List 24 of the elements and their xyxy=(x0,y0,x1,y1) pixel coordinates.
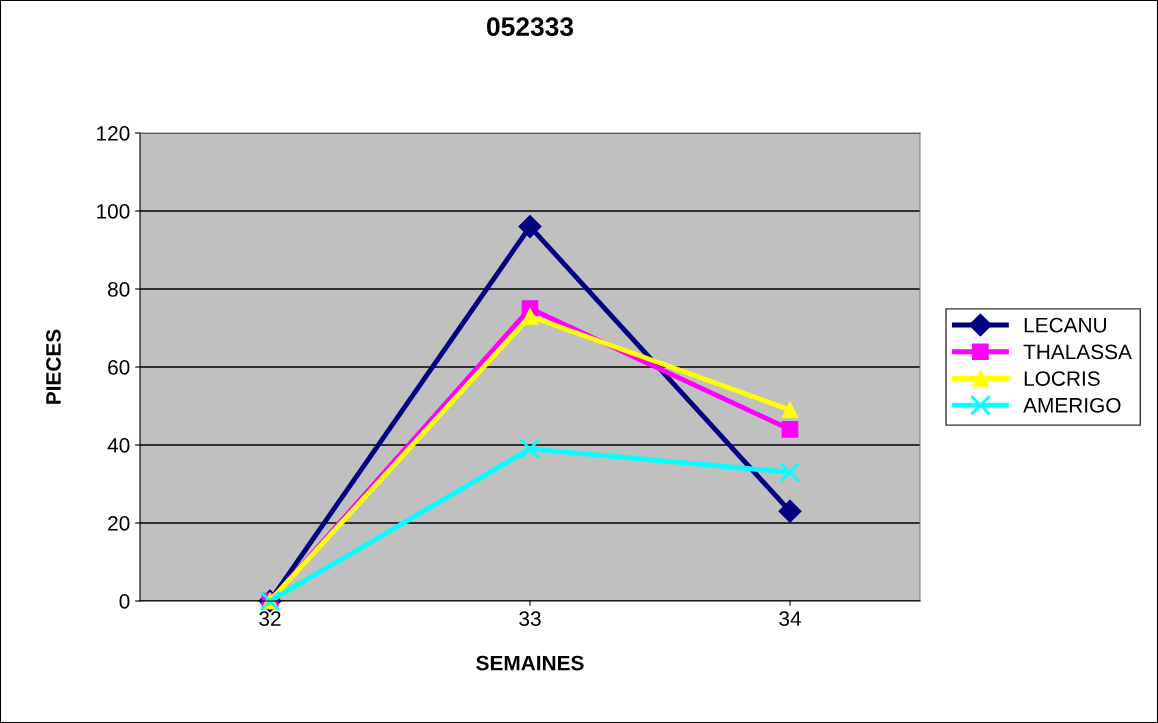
x-axis-title: SEMAINES xyxy=(476,655,584,671)
y-tick-label: 80 xyxy=(108,282,130,297)
x-tick-label: 32 xyxy=(259,611,281,627)
point xyxy=(519,438,541,460)
x-tick-label: 33 xyxy=(519,611,541,627)
y-axis-title: PIECES xyxy=(46,329,61,404)
y-tick-label: 40 xyxy=(107,438,130,453)
point xyxy=(778,499,802,523)
point xyxy=(521,307,539,325)
y-tick-label: 60 xyxy=(108,360,130,375)
legend-label: LECANU xyxy=(1024,317,1107,333)
point xyxy=(781,401,799,419)
point xyxy=(518,215,542,239)
x-tick-label: 34 xyxy=(779,611,801,627)
y-tick-label: 100 xyxy=(97,204,130,219)
point xyxy=(779,461,801,483)
legend-label: THALASSA xyxy=(1023,344,1132,360)
legend-label: AMERIGO xyxy=(1023,397,1121,413)
y-tick-label: 0 xyxy=(119,594,130,609)
chart-title: 052333 xyxy=(487,17,574,37)
y-tick-label: 120 xyxy=(97,126,130,141)
y-tick-label: 20 xyxy=(108,516,130,531)
point xyxy=(781,421,799,438)
legend-label: LOCRIS xyxy=(1024,371,1100,386)
